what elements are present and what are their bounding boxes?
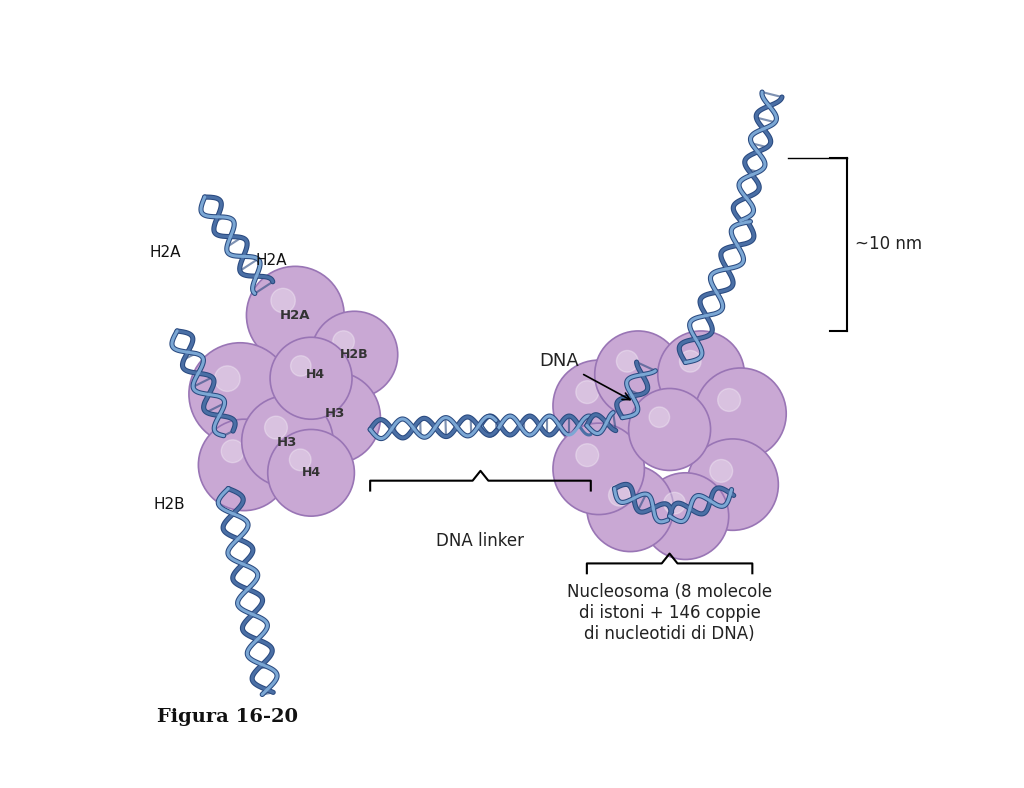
Text: H2B: H2B [340, 348, 369, 361]
Circle shape [188, 343, 292, 445]
Text: H3: H3 [278, 437, 298, 449]
Circle shape [629, 388, 711, 470]
Text: H3: H3 [325, 407, 345, 420]
Circle shape [289, 372, 380, 463]
Circle shape [608, 485, 630, 506]
Circle shape [587, 465, 674, 552]
Circle shape [553, 423, 644, 515]
Circle shape [718, 388, 740, 411]
Circle shape [695, 368, 786, 459]
Circle shape [680, 351, 701, 372]
Circle shape [710, 459, 732, 482]
Circle shape [291, 355, 311, 376]
Circle shape [649, 407, 670, 427]
Text: ~10 nm: ~10 nm [855, 236, 922, 253]
Circle shape [657, 331, 744, 418]
Circle shape [215, 366, 241, 392]
Text: Nucleosoma (8 molecole
di istoni + 146 coppie
di nucleotidi di DNA): Nucleosoma (8 molecole di istoni + 146 c… [567, 583, 772, 643]
Circle shape [199, 419, 290, 511]
Circle shape [642, 473, 729, 559]
Text: H2B: H2B [154, 496, 185, 512]
Circle shape [553, 360, 644, 452]
Circle shape [247, 266, 344, 364]
Circle shape [687, 439, 778, 530]
Text: H2A: H2A [256, 252, 288, 268]
Circle shape [242, 396, 333, 487]
Text: H2A: H2A [280, 309, 310, 322]
Circle shape [575, 381, 599, 403]
Circle shape [616, 351, 638, 372]
Circle shape [311, 311, 397, 398]
Circle shape [264, 416, 288, 439]
Circle shape [575, 444, 599, 466]
Circle shape [595, 331, 681, 418]
Circle shape [271, 288, 295, 313]
Circle shape [290, 449, 311, 470]
Circle shape [664, 492, 685, 514]
Circle shape [221, 440, 244, 463]
Text: DNA: DNA [540, 352, 630, 400]
Text: H4: H4 [305, 368, 325, 381]
Circle shape [267, 429, 354, 516]
Text: H4: H4 [301, 466, 321, 479]
Circle shape [333, 331, 354, 352]
Circle shape [312, 392, 335, 415]
Text: H2A: H2A [150, 244, 181, 260]
Text: Figura 16-20: Figura 16-20 [158, 708, 298, 726]
Text: DNA linker: DNA linker [436, 532, 524, 550]
Circle shape [270, 337, 352, 419]
